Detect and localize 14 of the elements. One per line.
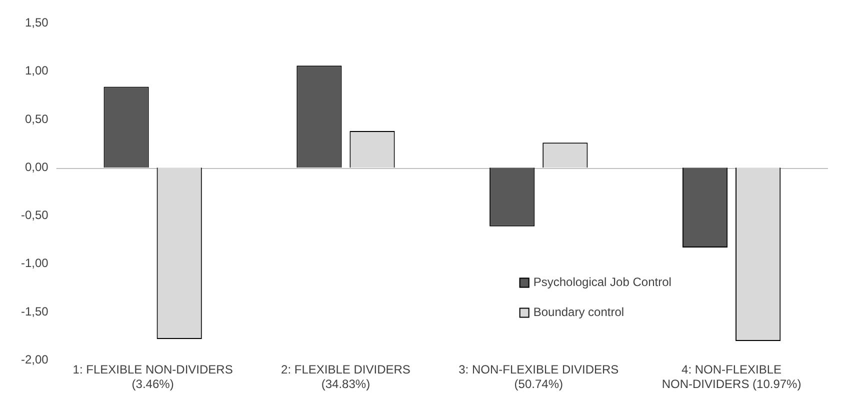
y-tick-label: -1,50 <box>20 304 49 318</box>
x-tick-label: 2: FLEXIBLE DIVIDERS (34.83%) <box>281 362 410 392</box>
x-tick-label: 1: FLEXIBLE NON-DIVIDERS (3.46%) <box>72 362 233 392</box>
y-tick-label: 1,00 <box>24 64 49 78</box>
y-tick-label: 0,00 <box>24 160 49 174</box>
y-tick-label: -2,00 <box>20 352 49 367</box>
y-tick-label: 1,50 <box>24 16 49 30</box>
y-tick-label: 0,50 <box>24 112 49 126</box>
y-tick-label: -0,50 <box>20 208 49 222</box>
y-tick-label: -1,00 <box>20 256 49 270</box>
x-tick-label: 4: NON-FLEXIBLE NON-DIVIDERS (10.97%) <box>662 362 802 392</box>
x-tick-label: 3: NON-FLEXIBLE DIVIDERS (50.74%) <box>458 362 619 392</box>
legend-label: Boundary control <box>533 305 624 320</box>
legend-label: Psychological Job Control <box>533 275 672 290</box>
